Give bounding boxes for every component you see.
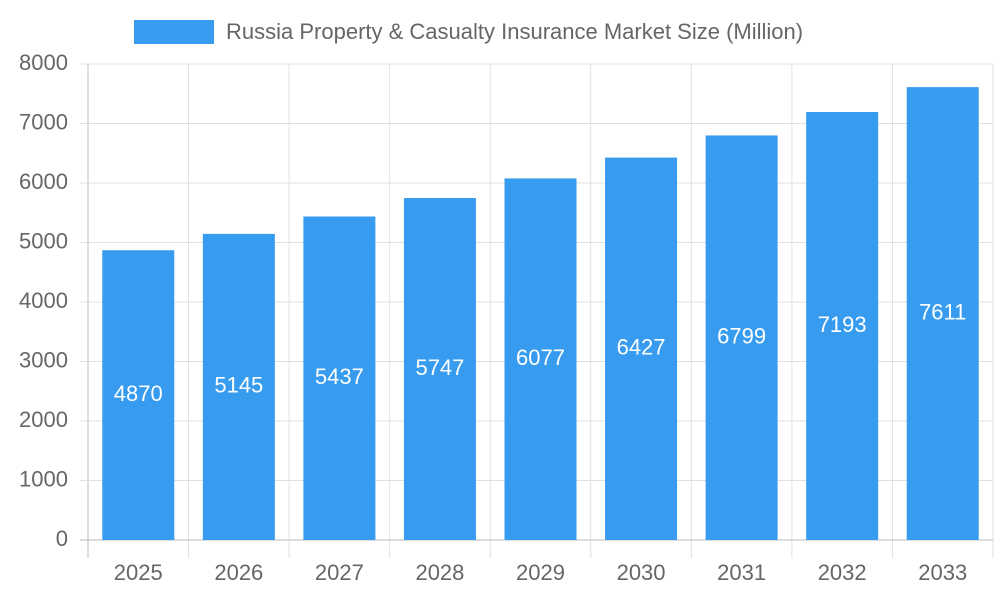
y-tick-label: 5000 [19,228,68,253]
bar [705,135,778,540]
x-tick-label: 2026 [214,560,263,585]
data-label: 6077 [516,345,565,370]
bar [504,178,577,540]
data-label: 5437 [315,364,364,389]
legend-label: Russia Property & Casualty Insurance Mar… [226,19,803,44]
x-tick-label: 2029 [516,560,565,585]
data-label: 5747 [415,355,464,380]
y-tick-label: 2000 [19,407,68,432]
x-tick-label: 2031 [717,560,766,585]
legend-swatch [134,20,214,44]
y-tick-label: 3000 [19,347,68,372]
y-tick-label: 8000 [19,50,68,75]
bar [605,157,678,540]
y-tick-label: 7000 [19,109,68,134]
data-label: 6799 [717,324,766,349]
x-tick-label: 2027 [315,560,364,585]
bar [906,87,979,540]
data-label: 7611 [919,299,966,324]
x-tick-label: 2032 [818,560,867,585]
bar [806,112,879,540]
data-label: 4870 [114,381,163,406]
y-tick-label: 4000 [19,288,68,313]
bar [303,216,376,540]
y-tick-label: 6000 [19,169,68,194]
y-tick-label: 1000 [19,466,68,491]
data-label: 5145 [214,373,263,398]
data-label: 6427 [617,335,666,360]
x-tick-label: 2030 [617,560,666,585]
x-tick-label: 2028 [415,560,464,585]
bar [202,233,275,540]
bar [102,250,175,541]
y-tick-label: 0 [56,526,68,551]
x-tick-label: 2033 [918,560,967,585]
bar [403,198,476,540]
x-tick-label: 2025 [114,560,163,585]
data-label: 7193 [818,312,867,337]
